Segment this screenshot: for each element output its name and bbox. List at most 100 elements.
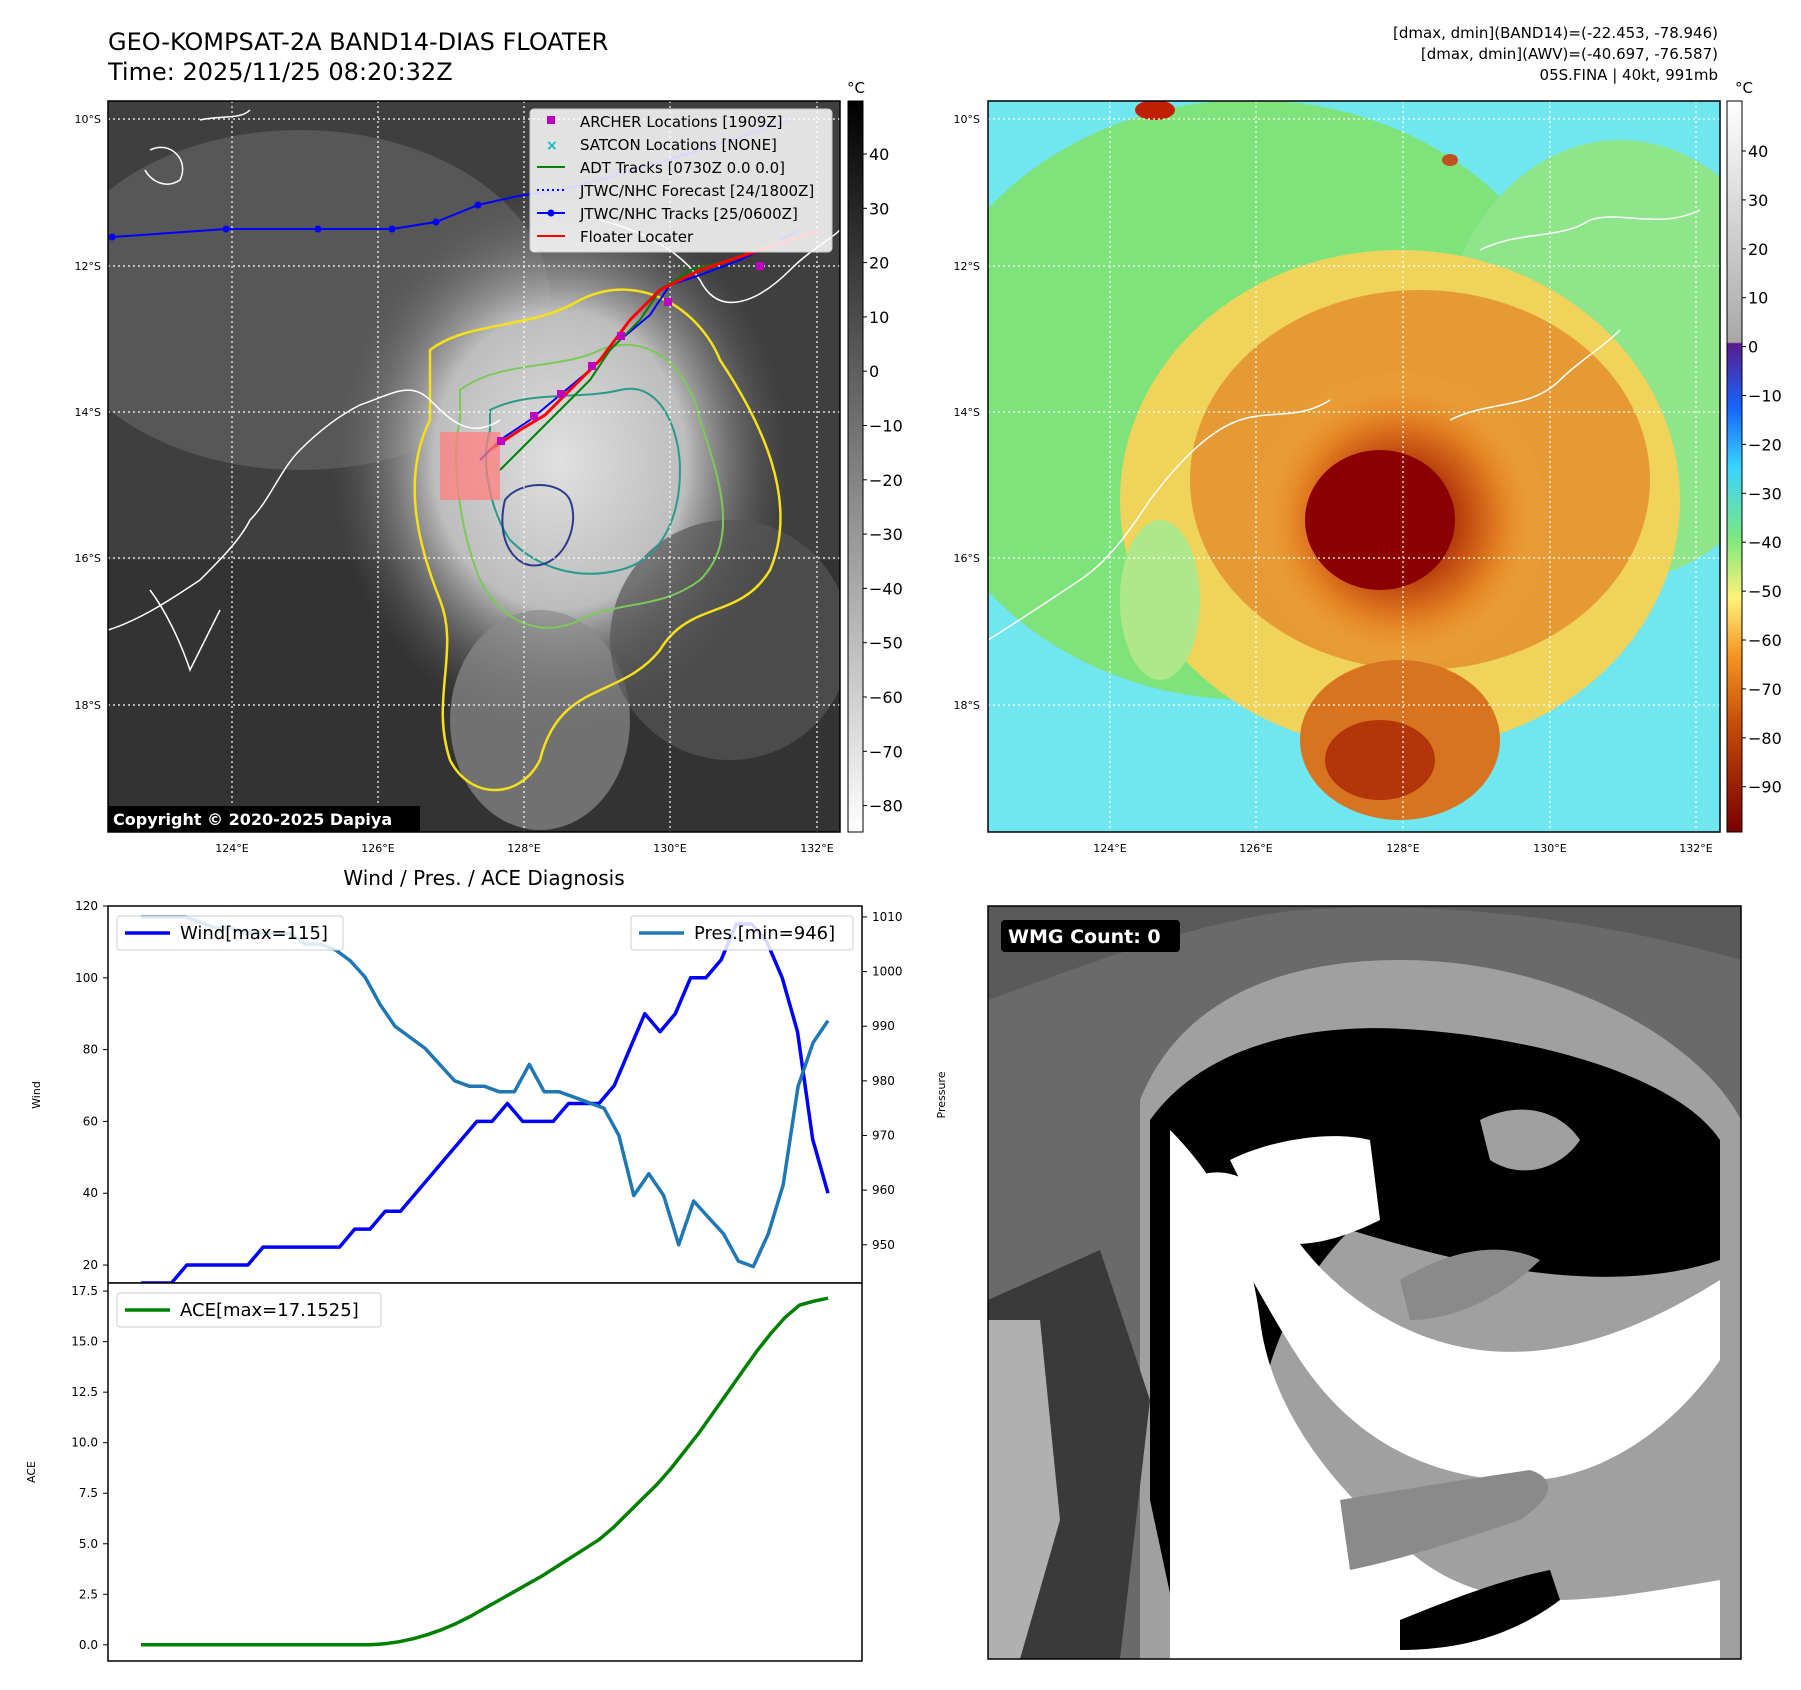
awv-lon-tick: 130°E [1533,842,1566,855]
ace-y-tick: 2.5 [79,1587,98,1601]
legend-forecast: JTWC/NHC Forecast [24/1800Z] [579,182,814,200]
wind-legend: Wind[max=115] [116,915,344,951]
wind-y-tick: 120 [75,899,98,913]
awv-colorbar-tick: 10 [1748,289,1768,308]
awv-colorbar-tick: −50 [1748,582,1782,601]
ir-lon-tick: 126°E [361,842,394,855]
ir-lat-tick: 10°S [75,113,101,126]
awv-lon-tick: 126°E [1239,842,1272,855]
ir-colorbar-tick: 30 [869,199,889,218]
ir-map-panel: ARCHER Locations [1909Z] × SATCON Locati… [107,100,841,833]
ir-colorbar-unit: °C [847,79,865,97]
ir-colorbar-tick: 40 [869,145,889,164]
pressure-y-tick: 1000 [872,965,903,979]
diagnosis-title: Wind / Pres. / ACE Diagnosis [343,866,624,890]
awv-lat-tick: 10°S [954,113,980,126]
pressure-legend: Pres.[min=946] [630,915,854,951]
ace-axis-label: ACE [25,1461,38,1483]
wind-y-tick: 60 [83,1114,98,1128]
awv-colorbar-tick: −30 [1748,484,1782,503]
legend-archer: ARCHER Locations [1909Z] [580,113,783,131]
wind-series-line [141,922,830,1285]
awv-lat-tick: 16°S [954,552,980,565]
ir-lat-tick: 16°S [75,552,101,565]
pressure-y-tick: 960 [872,1183,895,1197]
ace-legend-label: ACE[max=17.1525] [180,1300,359,1321]
wind-y-tick: 80 [83,1043,98,1057]
ace-y-tick: 7.5 [79,1486,98,1500]
ir-lon-tick: 130°E [653,842,686,855]
figure-time: Time: 2025/11/25 08:20:32Z [107,58,453,86]
ace-y-tick: 5.0 [79,1537,98,1551]
ir-lat-tick: 12°S [75,260,101,273]
ir-lon-tick: 128°E [507,842,540,855]
awv-colorbar-tick: −20 [1748,435,1782,454]
figure-title: GEO-KOMPSAT-2A BAND14-DIAS FLOATER [108,28,608,56]
legend-adt: ADT Tracks [0730Z 0.0 0.0] [580,159,785,177]
ir-lon-tick: 132°E [800,842,833,855]
awv-lon-tick: 124°E [1093,842,1126,855]
awv-colorbar: °C 40 30 20 10 0 −10 −20 −30 −40 −50 −60 −70 −80 −90 [1726,79,1782,833]
wind-legend-label: Wind[max=115] [180,923,328,944]
ir-colorbar-tick: 10 [869,308,889,327]
pressure-y-tick: 950 [872,1238,895,1252]
ir-colorbar-tick: −60 [869,688,903,707]
ace-y-tick: 0.0 [79,1638,98,1652]
dmax-band14: [dmax, dmin](BAND14)=(-22.453, -78.946) [1393,24,1718,42]
awv-lat-tick: 12°S [954,260,980,273]
wind-pressure-chart: Wind / Pres. / ACE Diagnosis 20 40 60 80 100… [30,866,948,1285]
ir-colorbar-tick: −20 [869,471,903,490]
wind-y-tick: 20 [83,1258,98,1272]
copyright-label: Copyright © 2020-2025 Dapiya [113,810,392,829]
ir-colorbar-tick: −10 [869,417,903,436]
pressure-y-tick: 990 [872,1019,895,1033]
ace-y-tick: 17.5 [71,1284,98,1298]
ir-colorbar-tick: −40 [869,579,903,598]
legend-floater: Floater Locater [580,228,694,246]
awv-colorbar-tick: 40 [1748,142,1768,161]
awv-colorbar-tick: −10 [1748,387,1782,406]
wmg-count-label: WMG Count: 0 [1008,926,1161,948]
awv-colorbar-tick: −80 [1748,729,1782,748]
wind-y-tick: 40 [83,1186,98,1200]
ace-y-tick: 15.0 [71,1335,98,1349]
ir-colorbar: °C 40 30 20 10 0 −10 −20 −30 −40 −50 −60 −70 −80 [847,79,903,833]
pressure-legend-label: Pres.[min=946] [694,923,835,944]
track-legend: ARCHER Locations [1909Z] × SATCON Locati… [529,108,833,253]
pressure-axis-label: Pressure [935,1071,948,1118]
ir-colorbar-tick: 20 [869,254,889,273]
awv-lon-tick: 132°E [1679,842,1712,855]
awv-colorbar-tick: 0 [1748,338,1758,357]
dmax-awv: [dmax, dmin](AWV)=(-40.697, -76.587) [1421,45,1718,63]
ir-colorbar-tick: −50 [869,634,903,653]
awv-colorbar-tick: 30 [1748,191,1768,210]
ir-colorbar-tick: −30 [869,525,903,544]
pressure-y-tick: 980 [872,1074,895,1088]
ir-lat-tick: 18°S [75,699,101,712]
awv-colorbar-tick: 20 [1748,240,1768,259]
storm-info: 05S.FINA | 40kt, 991mb [1540,66,1718,84]
ace-y-tick: 12.5 [71,1385,98,1399]
awv-colorbar-unit: °C [1735,79,1753,97]
ir-colorbar-tick: 0 [869,362,879,381]
ace-y-tick: 10.0 [71,1436,98,1450]
ir-lat-tick: 14°S [75,406,101,419]
awv-colorbar-tick: −90 [1748,778,1782,797]
awv-lat-tick: 18°S [954,699,980,712]
pressure-y-tick: 970 [872,1128,895,1142]
awv-colorbar-tick: −70 [1748,680,1782,699]
ace-series-line [141,1296,829,1647]
wind-axis-label: Wind [30,1081,43,1109]
ir-colorbar-tick: −70 [869,742,903,761]
awv-colorbar-tick: −60 [1748,631,1782,650]
legend-satcon: SATCON Locations [NONE] [580,136,777,154]
svg-text:×: × [546,138,558,154]
awv-colorbar-tick: −40 [1748,533,1782,552]
ace-legend: ACE[max=17.1525] [116,1292,382,1328]
awv-lon-tick: 128°E [1386,842,1419,855]
wind-y-tick: 100 [75,971,98,985]
legend-tracks: JTWC/NHC Tracks [25/0600Z] [579,205,798,223]
awv-map-panel [987,100,1721,833]
